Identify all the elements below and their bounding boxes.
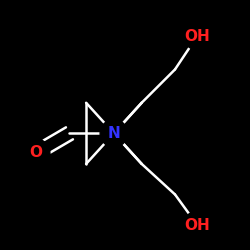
Circle shape xyxy=(22,139,50,166)
Text: OH: OH xyxy=(184,28,210,44)
Circle shape xyxy=(184,211,211,239)
Circle shape xyxy=(184,22,211,50)
Circle shape xyxy=(100,120,128,147)
Text: OH: OH xyxy=(184,218,210,232)
Text: O: O xyxy=(30,145,43,160)
Text: N: N xyxy=(108,126,120,141)
